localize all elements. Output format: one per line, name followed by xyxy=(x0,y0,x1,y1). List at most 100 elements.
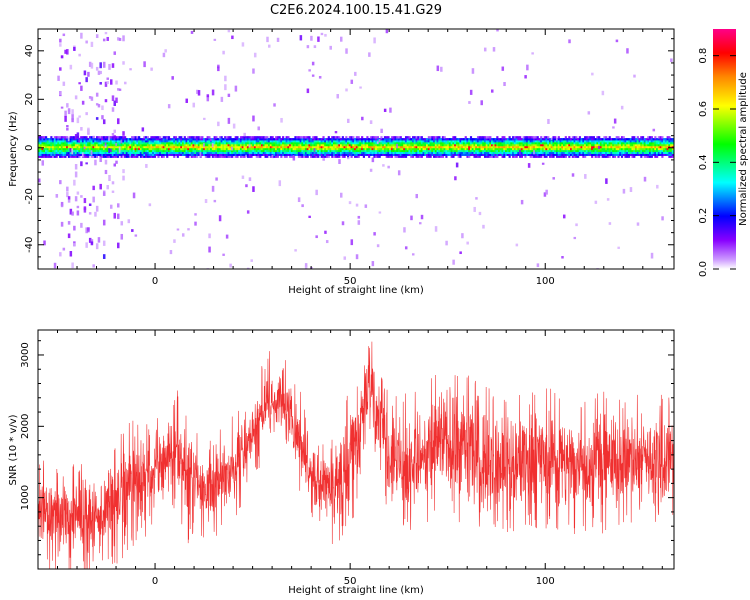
heatmap-cell xyxy=(66,49,69,55)
heatmap-cell xyxy=(329,149,332,153)
heatmap-cell xyxy=(217,145,220,149)
heatmap-cell xyxy=(531,141,534,145)
heatmap-cell xyxy=(434,153,437,156)
heatmap-cell xyxy=(324,149,327,153)
heatmap-cell xyxy=(452,147,455,151)
heatmap-cell xyxy=(215,143,218,147)
heatmap-cell xyxy=(273,138,276,141)
heatmap-cell xyxy=(457,143,460,147)
heatmap-cell xyxy=(371,136,374,139)
heatmap-cell xyxy=(264,141,267,145)
heatmap-cell xyxy=(492,141,495,145)
heatmap-cell xyxy=(483,141,487,145)
heatmap-cell xyxy=(364,149,367,153)
heatmap-cell xyxy=(573,136,576,139)
heatmap-cell xyxy=(434,143,437,147)
heatmap-cell xyxy=(53,262,57,269)
heatmap-cell xyxy=(297,149,301,153)
heatmap-cell xyxy=(471,143,474,147)
heatmap-cell xyxy=(503,143,506,147)
heatmap-cell xyxy=(452,143,455,147)
heatmap-cell xyxy=(594,140,597,143)
heatmap-cell xyxy=(520,151,524,155)
heatmap-cell xyxy=(81,141,85,145)
heatmap-cell xyxy=(441,155,444,158)
heatmap-cell xyxy=(394,141,397,145)
heatmap-cell xyxy=(231,155,234,158)
heatmap-cell xyxy=(318,143,322,147)
heatmap-cell xyxy=(524,149,527,153)
heatmap-cell xyxy=(526,143,529,147)
heatmap-cell xyxy=(285,153,288,156)
heatmap-cell xyxy=(46,143,49,147)
heatmap-cell xyxy=(534,145,538,149)
heatmap-cell xyxy=(473,151,476,155)
heatmap-cell xyxy=(276,155,279,158)
heatmap-cell xyxy=(113,140,116,143)
heatmap-cell xyxy=(603,151,606,155)
heatmap-cell xyxy=(81,149,85,153)
heatmap-cell xyxy=(587,140,590,143)
heatmap-cell xyxy=(373,145,376,149)
heatmap-cell xyxy=(273,145,276,149)
heatmap-cell xyxy=(471,147,474,151)
heatmap-cell xyxy=(373,138,376,141)
heatmap-cell xyxy=(620,145,624,149)
heatmap-cell xyxy=(348,201,352,205)
heatmap-cell xyxy=(627,155,631,158)
heatmap-cell xyxy=(668,155,671,158)
heatmap-cell xyxy=(299,141,302,145)
heatmap-cell xyxy=(153,149,157,153)
heatmap-cell xyxy=(547,147,550,151)
heatmap-cell xyxy=(483,145,487,149)
heatmap-cell xyxy=(322,140,325,143)
heatmap-cell xyxy=(638,147,641,151)
heatmap-cell xyxy=(117,37,120,41)
heatmap-cell xyxy=(138,147,141,151)
heatmap-cell xyxy=(262,140,265,143)
heatmap-cell xyxy=(552,177,555,180)
heatmap-cell xyxy=(106,149,109,153)
heatmap-cell xyxy=(62,145,65,149)
heatmap-cell xyxy=(246,149,250,153)
heatmap-cell xyxy=(92,141,95,145)
heatmap-cell xyxy=(562,153,566,156)
heatmap-cell xyxy=(85,143,88,147)
heatmap-cell xyxy=(397,170,401,176)
heatmap-cell xyxy=(127,155,130,158)
heatmap-cell xyxy=(252,153,255,156)
heatmap-cell xyxy=(102,155,106,158)
heatmap-cell xyxy=(260,143,264,147)
heatmap-cell xyxy=(543,138,546,141)
heatmap-cell xyxy=(122,147,125,151)
heatmap-cell xyxy=(491,151,494,155)
heatmap-cell xyxy=(164,149,167,153)
heatmap-cell xyxy=(69,151,72,155)
heatmap-cell xyxy=(194,138,197,141)
heatmap-cell xyxy=(526,147,529,151)
heatmap-cell xyxy=(166,140,169,143)
heatmap-cell xyxy=(596,140,599,143)
heatmap-cell xyxy=(361,140,364,143)
heatmap-cell xyxy=(419,136,422,139)
heatmap-cell xyxy=(73,155,76,158)
heatmap-cell xyxy=(420,145,423,149)
heatmap-cell xyxy=(78,149,81,153)
heatmap-cell xyxy=(146,149,150,153)
heatmap-cell xyxy=(190,155,193,158)
heatmap-cell xyxy=(505,147,508,151)
heatmap-cell xyxy=(468,138,471,141)
heatmap-cell xyxy=(378,145,381,149)
heatmap-cell xyxy=(369,149,373,153)
heatmap-cell xyxy=(382,151,385,155)
heatmap-cell xyxy=(239,149,243,153)
heatmap-cell xyxy=(71,148,74,155)
heatmap-cell xyxy=(429,143,432,147)
heatmap-cell xyxy=(322,136,325,139)
heatmap-cell xyxy=(577,141,580,145)
heatmap-cell xyxy=(543,147,546,151)
heatmap-cell xyxy=(408,151,411,155)
heatmap-cell xyxy=(310,138,313,141)
heatmap-cell xyxy=(366,141,369,145)
heatmap-cell xyxy=(81,136,85,139)
